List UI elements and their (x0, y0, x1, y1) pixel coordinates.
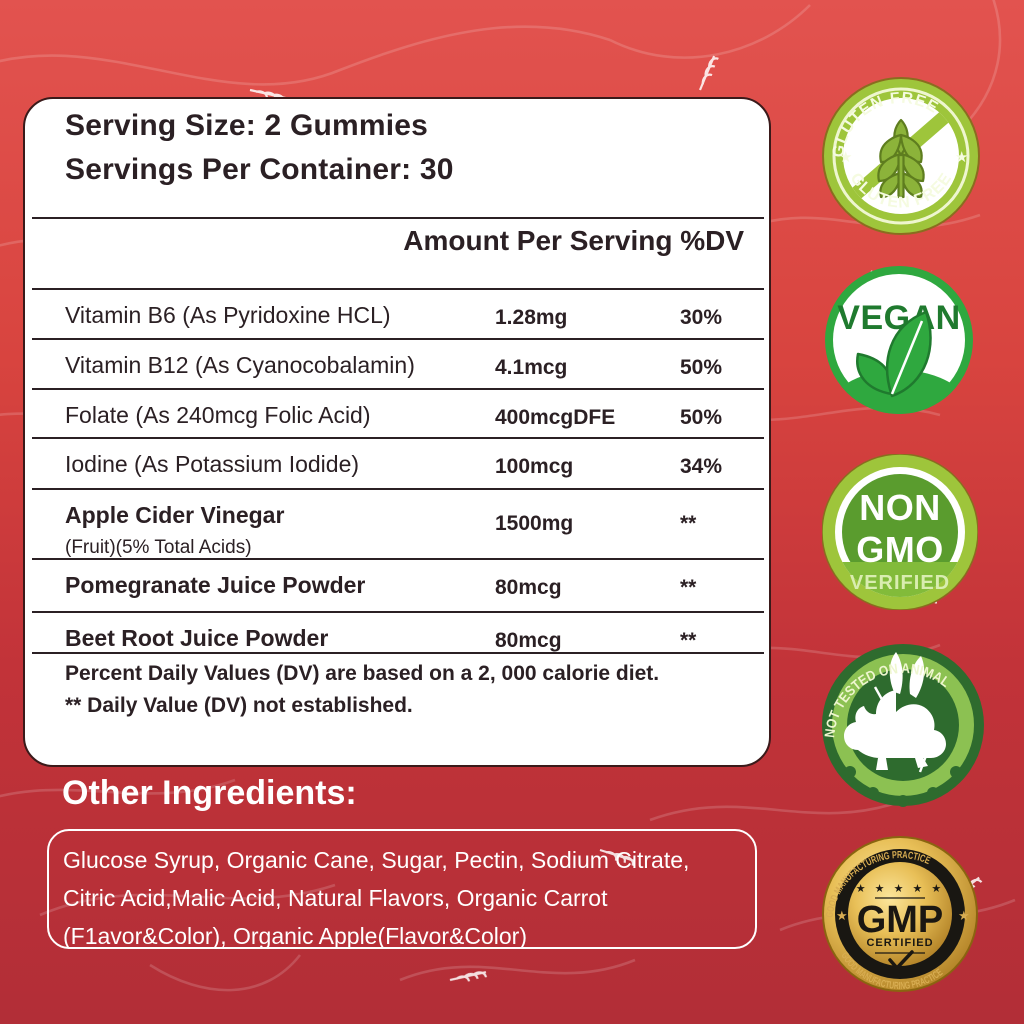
svg-text:★: ★ (958, 908, 970, 923)
svg-text:★: ★ (836, 908, 848, 923)
svg-text:GMP: GMP (857, 899, 944, 941)
svg-text:★: ★ (839, 149, 852, 166)
svg-text:★ ★ ★ ★ ★: ★ ★ ★ ★ ★ (856, 883, 945, 895)
svg-text:GMO: GMO (856, 529, 944, 570)
svg-text:VERIFIED: VERIFIED (850, 572, 950, 594)
svg-text:NON: NON (859, 487, 941, 528)
svg-text:CERTIFIED: CERTIFIED (866, 937, 933, 949)
svg-text:★: ★ (955, 149, 968, 166)
